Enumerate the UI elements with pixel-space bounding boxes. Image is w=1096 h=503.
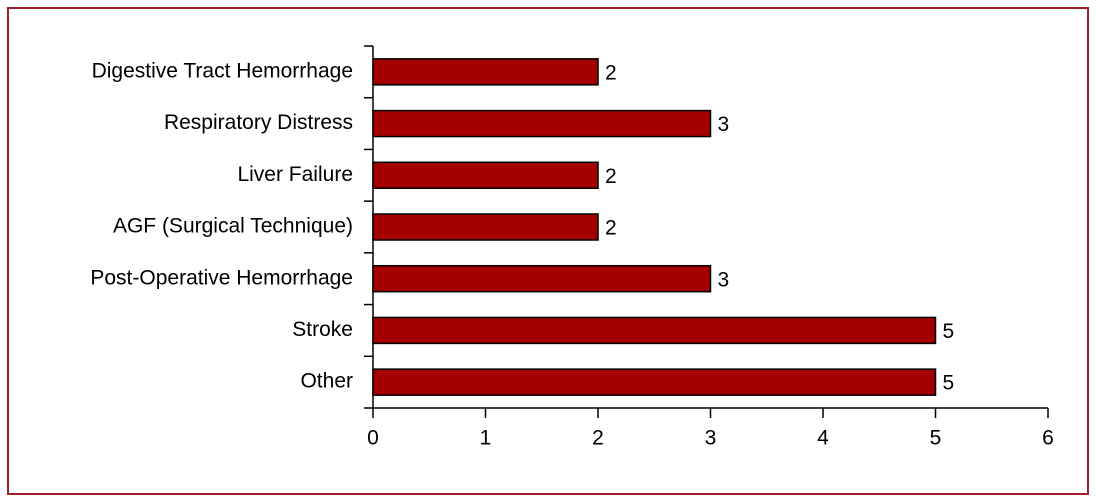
bar — [372, 109, 712, 138]
x-tick-label: 4 — [817, 427, 829, 450]
data-label: 3 — [718, 113, 730, 136]
x-tick-label: 3 — [705, 427, 717, 450]
x-tick-label: 1 — [480, 427, 492, 450]
y-tick-label: Liver Failure — [237, 163, 353, 186]
x-tick-label: 2 — [592, 427, 604, 450]
bar — [372, 213, 599, 241]
y-tick-label: Post-Operative Hemorrhage — [90, 266, 353, 289]
bar — [372, 316, 937, 345]
bar — [372, 58, 599, 86]
x-tick-label: 0 — [367, 427, 379, 450]
y-tick-label: Digestive Tract Hemorrhage — [92, 59, 353, 82]
y-tick-label: Stroke — [292, 318, 353, 341]
y-tick-label: Other — [300, 370, 353, 393]
bar — [372, 161, 599, 190]
x-tick-label: 5 — [930, 427, 942, 450]
data-label: 5 — [943, 320, 955, 343]
data-label: 2 — [605, 61, 617, 84]
frame — [7, 7, 1089, 495]
data-label: 3 — [718, 268, 730, 291]
y-tick-label: AGF (Surgical Technique) — [113, 215, 353, 238]
data-label: 2 — [605, 217, 617, 240]
bar — [372, 264, 712, 293]
x-tick-label: 6 — [1042, 427, 1054, 450]
y-tick-label: Respiratory Distress — [164, 111, 353, 134]
data-label: 5 — [943, 372, 955, 395]
bar — [372, 368, 937, 396]
data-label: 2 — [605, 165, 617, 188]
